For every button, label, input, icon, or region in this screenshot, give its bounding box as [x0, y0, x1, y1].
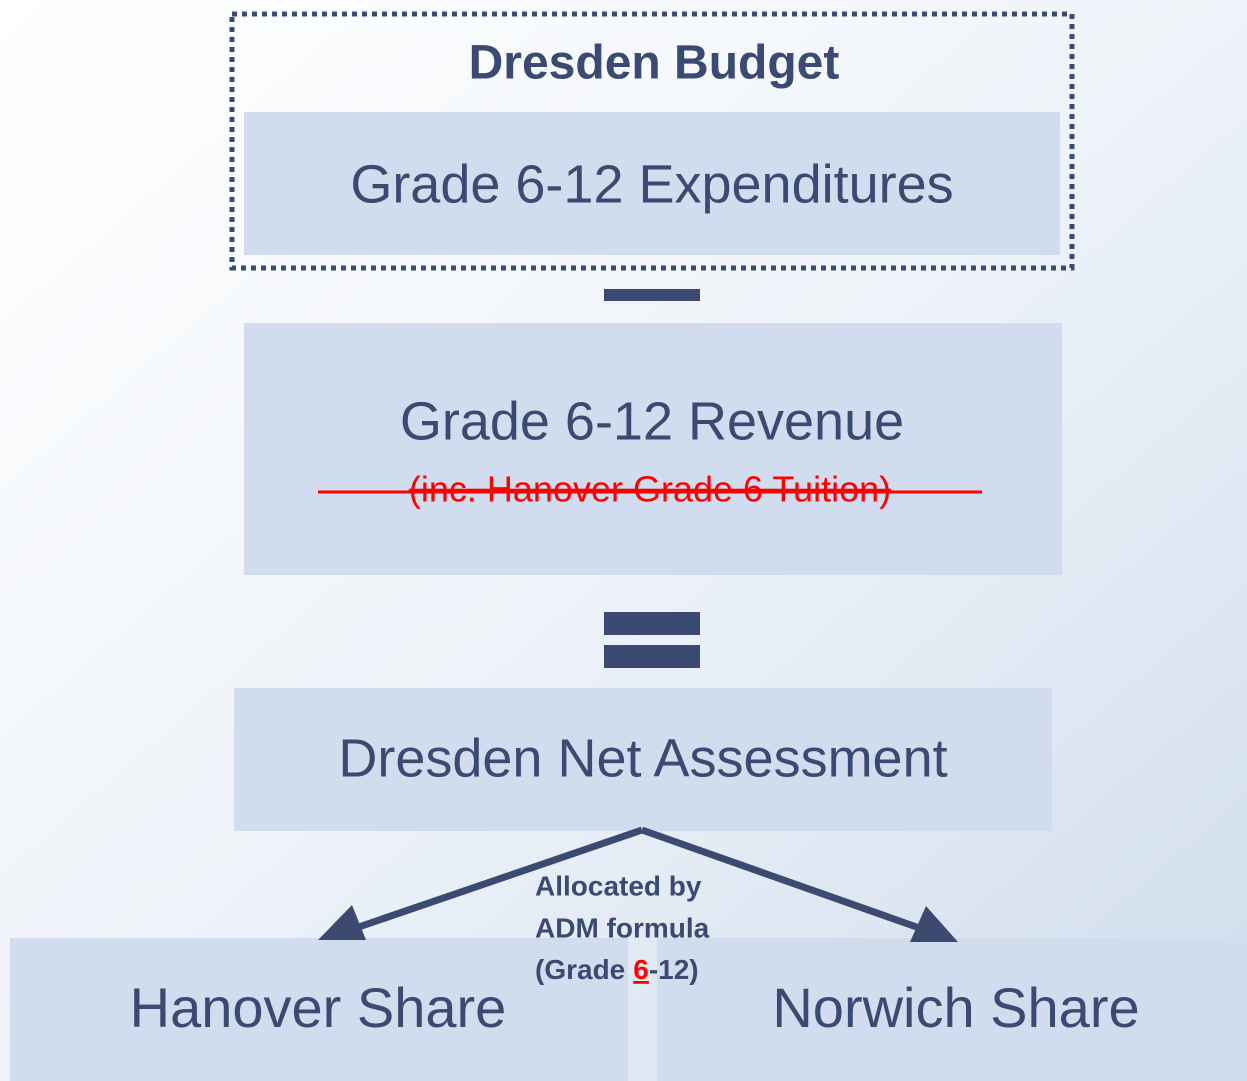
revenue-label: Grade 6-12 Revenue — [400, 391, 904, 451]
allocation-note: Allocated by ADM formula (Grade 6-12) — [535, 870, 710, 985]
allocation-line: ADM formula — [535, 912, 710, 943]
expenditures-label: Grade 6-12 Expenditures — [350, 154, 953, 214]
net-label: Dresden Net Assessment — [338, 728, 947, 788]
expenditures-box — [244, 112, 1060, 255]
allocation-line: (Grade 6-12) — [535, 954, 699, 985]
allocation-line: Allocated by — [535, 870, 702, 901]
allocation-highlight: 6 — [633, 954, 649, 985]
equals-top — [604, 612, 700, 635]
net-box — [234, 688, 1052, 831]
norwich-share: Norwich Share — [772, 976, 1139, 1039]
allocation-text: (Grade — [535, 954, 625, 985]
minus-sign — [604, 289, 700, 301]
arrowhead-left — [318, 905, 366, 940]
hanover-box — [10, 938, 628, 1081]
hanover-share: Hanover Share — [130, 976, 507, 1039]
budget-frame — [229, 11, 1075, 271]
struck-note: (inc. Hanover Grade 6 Tuition) — [409, 469, 891, 510]
budget-title: Dresden Budget — [469, 37, 840, 90]
allocation-text: -12) — [649, 954, 699, 985]
revenue-box — [244, 323, 1062, 575]
equals-bottom — [604, 645, 700, 668]
norwich-box — [657, 938, 1247, 1081]
arrow-left — [348, 826, 644, 934]
arrow-right — [640, 826, 927, 934]
arrowhead-right — [910, 906, 958, 942]
